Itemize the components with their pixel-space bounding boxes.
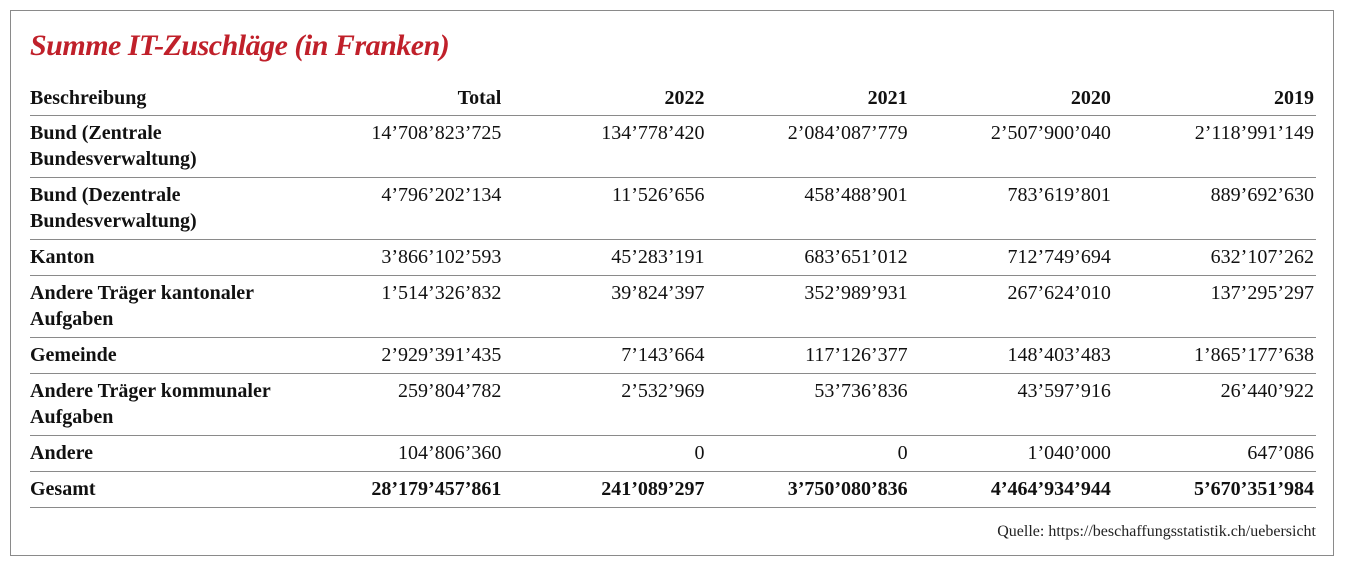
header-total: Total — [300, 82, 504, 116]
row-label: Bund (Dezentrale Bundesverwaltung) — [30, 177, 301, 240]
it-awards-table: Beschreibung Total 2022 2021 2020 2019 B… — [30, 82, 1316, 508]
cell-2019: 26’440’922 — [1112, 373, 1316, 436]
cell-2021: 683’651’012 — [706, 239, 910, 276]
cell-total: 2’929’391’435 — [300, 337, 504, 374]
header-2020: 2020 — [909, 82, 1113, 116]
cell-2020: 43’597’916 — [909, 373, 1113, 436]
cell-2019: 632’107’262 — [1112, 239, 1316, 276]
table-row: Bund (Zentrale Bundesverwaltung) 14’708’… — [30, 115, 1316, 178]
cell-2021: 53’736’836 — [706, 373, 910, 436]
cell-2021: 352’989’931 — [706, 275, 910, 338]
row-label: Andere — [30, 435, 301, 472]
total-label: Gesamt — [30, 471, 301, 508]
cell-total: 1’514’326’832 — [300, 275, 504, 338]
cell-2020: 148’403’483 — [909, 337, 1113, 374]
cell-2019: 2’118’991’149 — [1112, 115, 1316, 178]
cell-2020: 783’619’801 — [909, 177, 1113, 240]
table-title: Summe IT-Zuschläge (in Franken) — [30, 29, 450, 62]
cell-2022: 45’283’191 — [503, 239, 707, 276]
cell-2019: 137’295’297 — [1112, 275, 1316, 338]
cell-2020: 1’040’000 — [909, 435, 1113, 472]
header-2019: 2019 — [1112, 82, 1316, 116]
total-cell-2022: 241’089’297 — [503, 471, 707, 508]
cell-2022: 134’778’420 — [503, 115, 707, 178]
cell-total: 104’806’360 — [300, 435, 504, 472]
total-row: Gesamt 28’179’457’861 241’089’297 3’750’… — [30, 471, 1316, 508]
total-cell-2019: 5’670’351’984 — [1112, 471, 1316, 508]
header-description: Beschreibung — [30, 82, 301, 116]
cell-2021: 2’084’087’779 — [706, 115, 910, 178]
table-frame — [10, 10, 1334, 556]
header-2022: 2022 — [503, 82, 707, 116]
cell-total: 3’866’102’593 — [300, 239, 504, 276]
cell-2020: 267’624’010 — [909, 275, 1113, 338]
cell-2022: 39’824’397 — [503, 275, 707, 338]
cell-2021: 458’488’901 — [706, 177, 910, 240]
cell-total: 14’708’823’725 — [300, 115, 504, 178]
cell-total: 4’796’202’134 — [300, 177, 504, 240]
cell-2019: 889’692’630 — [1112, 177, 1316, 240]
row-label: Bund (Zentrale Bundesverwaltung) — [30, 115, 301, 178]
row-label: Andere Träger kantonaler Aufgaben — [30, 275, 301, 338]
cell-2022: 7’143’664 — [503, 337, 707, 374]
cell-2022: 11’526’656 — [503, 177, 707, 240]
table-row: Bund (Dezentrale Bundesverwaltung) 4’796… — [30, 177, 1316, 240]
table-row: Gemeinde 2’929’391’435 7’143’664 117’126… — [30, 337, 1316, 374]
total-cell-2020: 4’464’934’944 — [909, 471, 1113, 508]
cell-2020: 712’749’694 — [909, 239, 1113, 276]
table-row: Andere Träger kommunaler Aufgaben 259’80… — [30, 373, 1316, 436]
header-row: Beschreibung Total 2022 2021 2020 2019 — [30, 82, 1316, 116]
cell-2021: 117’126’377 — [706, 337, 910, 374]
total-cell-total: 28’179’457’861 — [300, 471, 504, 508]
cell-2020: 2’507’900’040 — [909, 115, 1113, 178]
cell-2019: 647’086 — [1112, 435, 1316, 472]
cell-total: 259’804’782 — [300, 373, 504, 436]
source-note: Quelle: https://beschaffungsstatistik.ch… — [997, 523, 1316, 540]
row-label: Gemeinde — [30, 337, 301, 374]
cell-2022: 2’532’969 — [503, 373, 707, 436]
table-row: Andere Träger kantonaler Aufgaben 1’514’… — [30, 275, 1316, 338]
row-label: Kanton — [30, 239, 301, 276]
table-row: Kanton 3’866’102’593 45’283’191 683’651’… — [30, 239, 1316, 276]
row-label: Andere Träger kommunaler Aufgaben — [30, 373, 301, 436]
cell-2019: 1’865’177’638 — [1112, 337, 1316, 374]
cell-2021: 0 — [706, 435, 910, 472]
total-cell-2021: 3’750’080’836 — [706, 471, 910, 508]
header-2021: 2021 — [706, 82, 910, 116]
cell-2022: 0 — [503, 435, 707, 472]
table-row: Andere 104’806’360 0 0 1’040’000 647’086 — [30, 435, 1316, 472]
